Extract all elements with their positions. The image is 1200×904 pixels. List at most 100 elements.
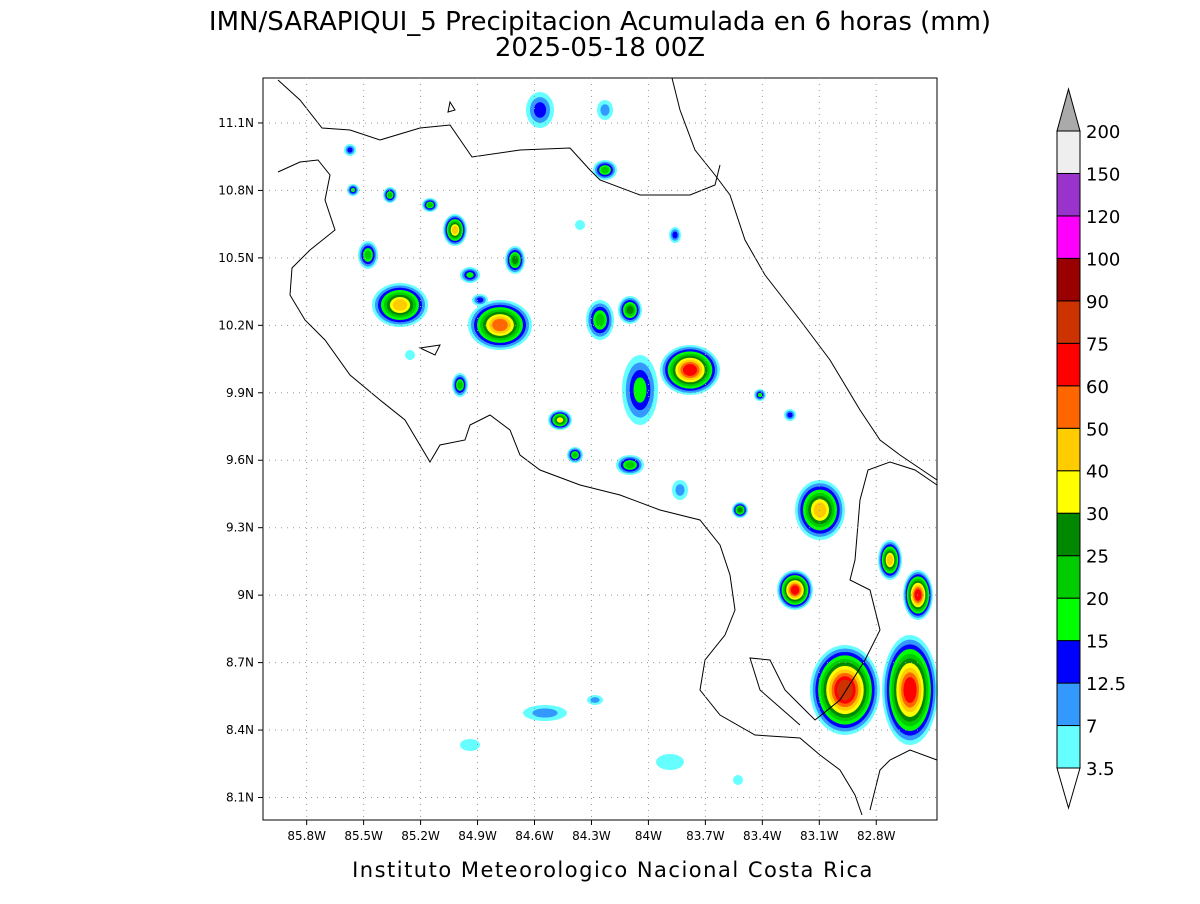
precip-contour bbox=[633, 377, 647, 403]
x-tick-label: 85.5W bbox=[344, 829, 383, 843]
precip-contour bbox=[512, 255, 518, 265]
colorbar-label: 25 bbox=[1086, 547, 1109, 568]
y-tick-label: 10.8N bbox=[218, 183, 254, 197]
y-tick-label: 8.4N bbox=[226, 723, 254, 737]
precip-contour bbox=[532, 708, 558, 718]
y-tick-label: 9N bbox=[237, 588, 254, 602]
coastline bbox=[749, 461, 938, 726]
precip-contour bbox=[457, 381, 463, 389]
x-tick-label: 85.8W bbox=[287, 829, 326, 843]
colorbar-label: 60 bbox=[1086, 377, 1109, 398]
precip-contour bbox=[601, 166, 609, 174]
x-tick-label: 83.7W bbox=[686, 829, 725, 843]
colorbar-under bbox=[1056, 767, 1081, 810]
precip-contour bbox=[595, 313, 605, 327]
precip-contour bbox=[682, 364, 698, 376]
precip-contour bbox=[600, 104, 610, 116]
precip-contour bbox=[787, 412, 793, 418]
colorbar-label: 3.5 bbox=[1086, 759, 1115, 780]
y-tick-label: 10.2N bbox=[218, 318, 254, 332]
map-frame bbox=[262, 77, 938, 821]
colorbar-swatch bbox=[1056, 215, 1081, 259]
precip-contour bbox=[790, 585, 800, 595]
precip-contour bbox=[656, 754, 684, 770]
precip-contour bbox=[405, 350, 415, 360]
y-tick-label: 9.9N bbox=[226, 386, 254, 400]
precip-contour bbox=[476, 297, 484, 303]
precip-contour bbox=[466, 272, 474, 278]
colorbar-swatch bbox=[1056, 385, 1081, 429]
precip-contour bbox=[737, 507, 743, 513]
colorbar-swatch bbox=[1056, 512, 1081, 557]
precip-contour bbox=[347, 147, 353, 153]
y-tick-label: 9.3N bbox=[226, 521, 254, 535]
colorbar-label: 12.5 bbox=[1086, 674, 1126, 695]
colorbar-swatch bbox=[1056, 130, 1081, 174]
precip-contour bbox=[392, 299, 408, 311]
colorbar-swatch bbox=[1056, 597, 1081, 642]
colorbar-label: 200 bbox=[1086, 122, 1120, 143]
precip-contour bbox=[427, 202, 433, 208]
precip-contour bbox=[757, 392, 763, 398]
precip-contour bbox=[492, 318, 508, 332]
y-tick-label: 8.1N bbox=[226, 791, 254, 805]
precip-contour bbox=[451, 225, 459, 235]
coastline bbox=[277, 79, 721, 196]
colorbar-swatch bbox=[1056, 172, 1081, 217]
precip-contour bbox=[572, 452, 578, 458]
colorbar-swatch bbox=[1056, 555, 1081, 599]
colorbar-swatch bbox=[1056, 300, 1081, 344]
colorbar-label: 20 bbox=[1086, 589, 1109, 610]
x-tick-label: 82.8W bbox=[857, 829, 896, 843]
footer: Instituto Meteorologico Nacional Costa R… bbox=[352, 858, 874, 882]
precip-contour bbox=[625, 461, 635, 469]
colorbar-swatch bbox=[1056, 640, 1081, 684]
precip-contour bbox=[590, 697, 600, 703]
x-tick-label: 84.6W bbox=[515, 829, 554, 843]
x-tick-label: 83.4W bbox=[743, 829, 782, 843]
colorbar-swatch bbox=[1056, 427, 1081, 472]
precip-contour bbox=[556, 417, 564, 423]
colorbar-label: 30 bbox=[1086, 504, 1109, 525]
colorbar-swatch bbox=[1056, 257, 1081, 302]
precip-contour bbox=[387, 192, 393, 198]
precip-contour bbox=[675, 484, 685, 496]
title: IMN/SARAPIQUI_5 Precipitacion Acumulada … bbox=[209, 7, 991, 37]
colorbar-swatch bbox=[1056, 342, 1081, 387]
precip-contour bbox=[886, 554, 894, 566]
precip-contour bbox=[903, 677, 917, 703]
colorbar-swatch bbox=[1056, 725, 1081, 769]
y-tick-label: 8.7N bbox=[226, 656, 254, 670]
colorbar-label: 7 bbox=[1086, 717, 1097, 738]
y-tick-label: 9.6N bbox=[226, 453, 254, 467]
y-tick-label: 11.1N bbox=[218, 116, 254, 130]
colorbar-label: 90 bbox=[1086, 292, 1109, 313]
colorbar-label: 120 bbox=[1086, 207, 1120, 228]
colorbar-over bbox=[1056, 87, 1081, 132]
coastline bbox=[869, 749, 938, 811]
coastline bbox=[447, 100, 456, 113]
colorbar-label: 40 bbox=[1086, 462, 1109, 483]
colorbar-label: 150 bbox=[1086, 164, 1120, 185]
precip-contour bbox=[672, 231, 678, 239]
colorbar-label: 100 bbox=[1086, 249, 1120, 270]
precip-contour bbox=[733, 775, 743, 785]
precip-contour bbox=[460, 739, 480, 751]
precip-contour bbox=[813, 502, 827, 518]
colorbar-label: 15 bbox=[1086, 632, 1109, 653]
precip-contour bbox=[575, 220, 585, 230]
x-tick-label: 84.9W bbox=[458, 829, 497, 843]
precip-contour bbox=[533, 102, 547, 118]
x-tick-label: 84.3W bbox=[572, 829, 611, 843]
coastlines bbox=[277, 77, 938, 816]
subtitle: 2025-05-18 00Z bbox=[495, 33, 705, 63]
x-tick-label: 85.2W bbox=[401, 829, 440, 843]
x-tick-label: 84W bbox=[635, 829, 662, 843]
colorbar-swatch bbox=[1056, 470, 1081, 514]
colorbar-label: 75 bbox=[1086, 334, 1109, 355]
colorbar-label: 50 bbox=[1086, 419, 1109, 440]
y-tick-label: 10.5N bbox=[218, 251, 254, 265]
coastline bbox=[671, 77, 938, 481]
precip-contour bbox=[364, 250, 372, 260]
